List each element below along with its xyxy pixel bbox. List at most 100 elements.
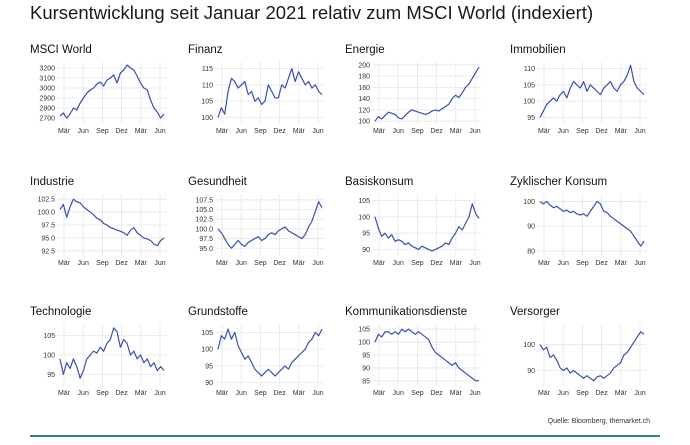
chart-panel: Finanz Mär Jun Sep Dez Mär Jun 100 105 110 115	[188, 44, 348, 164]
series-line	[59, 64, 165, 119]
x-tick-label: Jun	[312, 260, 323, 267]
y-tick-label: 110	[524, 66, 535, 73]
chart-panel: Gesundheit Mär Jun Sep Dez Mär Jun 95.0 97.5 100.…	[188, 176, 348, 296]
chart-panel: MSCI World Mär Jun Sep Dez Mär Jun 2700 2800 2900…	[30, 44, 190, 164]
chart-panel: Energie Mär Jun Sep Dez Mär Jun 100 120 140 160 180…	[345, 44, 505, 164]
x-tick-label: Dez	[273, 390, 286, 397]
y-tick-label: 105	[523, 82, 535, 89]
x-tick-label: Jun	[558, 128, 569, 135]
x-tick-label: Mär	[373, 128, 386, 135]
chart-panel: Immobilien Mär Jun Sep Dez Mär Jun 95 100 105 110	[510, 44, 670, 164]
plot-area	[373, 62, 481, 124]
x-tick-label: Sep	[254, 260, 267, 267]
x-tick-label: Mär	[538, 128, 551, 135]
y-tick-label: 120	[358, 107, 370, 114]
y-tick-label: 100	[201, 115, 213, 122]
series-line	[374, 328, 479, 382]
chart-title: Technologie	[30, 306, 92, 318]
x-tick-label: Mär	[216, 260, 229, 267]
x-tick-label: Jun	[236, 128, 247, 135]
x-tick-label: Mär	[216, 390, 229, 397]
line-chart: Mär Jun Sep Dez Mär Jun 92.5 95.0 97.5 100.0 102.5	[37, 194, 166, 267]
chart-title: Energie	[345, 44, 385, 56]
x-tick-label: Mär	[293, 390, 306, 397]
y-tick-label: 100	[358, 214, 370, 221]
y-tick-label: 97.5	[199, 236, 213, 243]
y-tick-label: 115	[202, 66, 213, 73]
y-tick-label: 2700	[39, 116, 55, 123]
x-tick-label: Mär	[58, 128, 71, 135]
series-line	[539, 200, 645, 247]
x-tick-label: Mär	[216, 128, 229, 135]
y-tick-label: 85	[362, 378, 370, 385]
x-tick-label: Jun	[558, 390, 569, 397]
y-tick-label: 2800	[39, 106, 55, 113]
x-tick-label: Mär	[615, 128, 628, 135]
chart-panel: Basiskonsum Mär Jun Sep Dez Mär Jun 90 95 100 105	[345, 176, 505, 296]
y-tick-label: 102.5	[195, 217, 213, 224]
y-tick-label: 100	[523, 342, 535, 349]
x-tick-label: Mär	[538, 260, 551, 267]
x-tick-label: Dez	[430, 390, 443, 397]
chart-panel: Technologie Mär Jun Sep Dez Mär Jun 95 100 105	[30, 306, 190, 426]
x-tick-label: Jun	[154, 260, 165, 267]
chart-panel: Zyklischer Konsum Mär Jun Sep Dez Mär Jun 80 90 1…	[510, 176, 670, 296]
x-tick-label: Sep	[96, 260, 109, 267]
chart-title: Gesundheit	[188, 176, 247, 188]
y-tick-label: 100.0	[37, 210, 55, 217]
series-line	[217, 67, 323, 118]
plot-area	[373, 194, 481, 256]
chart-title: Industrie	[30, 176, 75, 188]
x-tick-label: Sep	[96, 390, 109, 397]
x-tick-label: Jun	[393, 390, 404, 397]
x-tick-label: Jun	[634, 260, 645, 267]
x-tick-label: Sep	[411, 390, 424, 397]
page-title: Kursentwicklung seit Januar 2021 relativ…	[30, 2, 594, 23]
y-tick-label: 3200	[39, 66, 55, 73]
series-line	[59, 198, 165, 247]
x-tick-label: Jun	[393, 260, 404, 267]
x-tick-label: Sep	[576, 128, 589, 135]
y-tick-label: 90	[362, 247, 370, 254]
x-tick-label: Jun	[312, 390, 323, 397]
series-line	[217, 201, 323, 249]
y-tick-label: 105	[43, 333, 55, 340]
line-chart: Mär Jun Sep Dez Mär Jun 90 95 100 105	[201, 324, 324, 397]
x-tick-label: Dez	[115, 260, 128, 267]
x-tick-label: Mär	[135, 128, 148, 135]
chart-title: Zyklischer Konsum	[510, 176, 608, 188]
y-tick-label: 107.5	[195, 197, 213, 204]
y-tick-label: 95	[362, 353, 370, 360]
x-tick-label: Jun	[393, 128, 404, 135]
chart-title: MSCI World	[30, 44, 92, 56]
x-tick-label: Sep	[576, 390, 589, 397]
x-tick-label: Mär	[293, 128, 306, 135]
y-tick-label: 3000	[39, 86, 55, 93]
y-tick-label: 90	[527, 368, 535, 375]
x-tick-label: Sep	[411, 260, 424, 267]
y-tick-label: 95	[362, 231, 370, 238]
plot-area	[58, 62, 166, 124]
x-tick-label: Jun	[154, 128, 165, 135]
x-tick-label: Jun	[78, 128, 89, 135]
x-tick-label: Dez	[595, 260, 608, 267]
bottom-rule	[30, 435, 660, 437]
line-chart: Mär Jun Sep Dez Mär Jun 100 105 110 115	[201, 62, 324, 135]
series-line	[59, 327, 165, 379]
chart-panel: Industrie Mär Jun Sep Dez Mär Jun 92.5 95.0 97.5 1…	[30, 176, 190, 296]
x-tick-label: Mär	[58, 260, 71, 267]
x-tick-label: Dez	[115, 128, 128, 135]
y-tick-label: 105	[201, 330, 213, 337]
source-note: Quelle: Bloomberg, themarket.ch	[547, 418, 650, 425]
y-tick-label: 100	[358, 340, 370, 347]
x-tick-label: Jun	[78, 390, 89, 397]
chart-title: Basiskonsum	[345, 176, 414, 188]
plot-area	[216, 324, 324, 386]
x-tick-label: Mär	[58, 390, 71, 397]
series-line	[374, 203, 480, 252]
x-tick-label: Sep	[254, 128, 267, 135]
series-line	[374, 66, 480, 122]
y-tick-label: 110	[202, 82, 213, 89]
plot-area	[538, 324, 646, 386]
